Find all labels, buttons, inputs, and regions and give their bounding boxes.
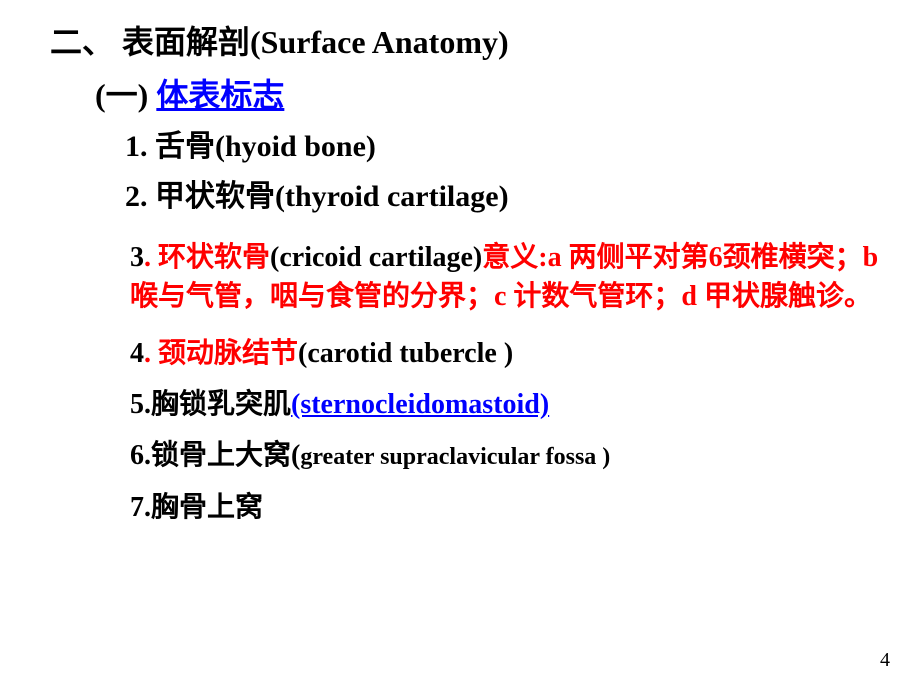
item-7-name: 胸骨上窝 bbox=[151, 492, 263, 523]
item-7-dot: . bbox=[144, 492, 151, 523]
heading-main-en: (Surface Anatomy) bbox=[250, 24, 509, 60]
item-5-dot: . bbox=[144, 389, 151, 420]
heading-main-cjk: 二、 表面解剖 bbox=[50, 24, 250, 60]
item-5: 5.胸锁乳突肌(sternocleidomastoid) bbox=[50, 385, 880, 424]
heading-sub: (一) 体表标志 bbox=[50, 73, 880, 118]
item-5-link[interactable]: (sternocleidomastoid) bbox=[291, 389, 549, 420]
item-1-cjk: 1. 舌骨 bbox=[125, 130, 215, 163]
page-number: 4 bbox=[880, 649, 890, 672]
slide-content: 二、 表面解剖(Surface Anatomy) (一) 体表标志 1. 舌骨(… bbox=[0, 0, 920, 555]
heading-sub-prefix: (一) bbox=[95, 77, 156, 113]
item-3-num: 3 bbox=[130, 242, 144, 273]
item-6-num: 6 bbox=[130, 440, 144, 471]
item-4: 4. 颈动脉结节(carotid tubercle ) bbox=[50, 334, 880, 373]
item-6: 6.锁骨上大窝(greater supraclavicular fossa ) bbox=[50, 436, 880, 475]
item-6-en: greater supraclavicular fossa ) bbox=[300, 444, 610, 470]
item-1-en: (hyoid bone) bbox=[215, 130, 376, 163]
item-4-dot: . bbox=[144, 338, 158, 369]
item-7: 7.胸骨上窝 bbox=[50, 488, 880, 527]
item-7-num: 7 bbox=[130, 492, 144, 523]
item-4-name: 颈动脉结节 bbox=[158, 338, 298, 369]
item-2-en: (thyroid cartilage) bbox=[275, 180, 509, 213]
heading-main: 二、 表面解剖(Surface Anatomy) bbox=[50, 20, 880, 65]
item-1: 1. 舌骨(hyoid bone) bbox=[50, 126, 880, 168]
heading-sub-link[interactable]: 体表标志 bbox=[156, 77, 284, 113]
item-3-en: (cricoid cartilage) bbox=[270, 242, 482, 273]
item-3-dot: . bbox=[144, 242, 158, 273]
item-5-name: 胸锁乳突肌 bbox=[151, 389, 291, 420]
item-6-dot: . bbox=[144, 440, 151, 471]
item-3-name: 环状软骨 bbox=[158, 242, 270, 273]
item-2: 2. 甲状软骨(thyroid cartilage) bbox=[50, 176, 880, 218]
item-4-num: 4 bbox=[130, 338, 144, 369]
item-6-name: 锁骨上大窝( bbox=[151, 440, 300, 471]
item-4-en: (carotid tubercle ) bbox=[298, 338, 513, 369]
item-2-cjk: 2. 甲状软骨 bbox=[125, 180, 275, 213]
item-3-line1: 3. 环状软骨(cricoid cartilage)意义:a 两侧平对第6颈椎横… bbox=[50, 238, 880, 316]
item-5-num: 5 bbox=[130, 389, 144, 420]
